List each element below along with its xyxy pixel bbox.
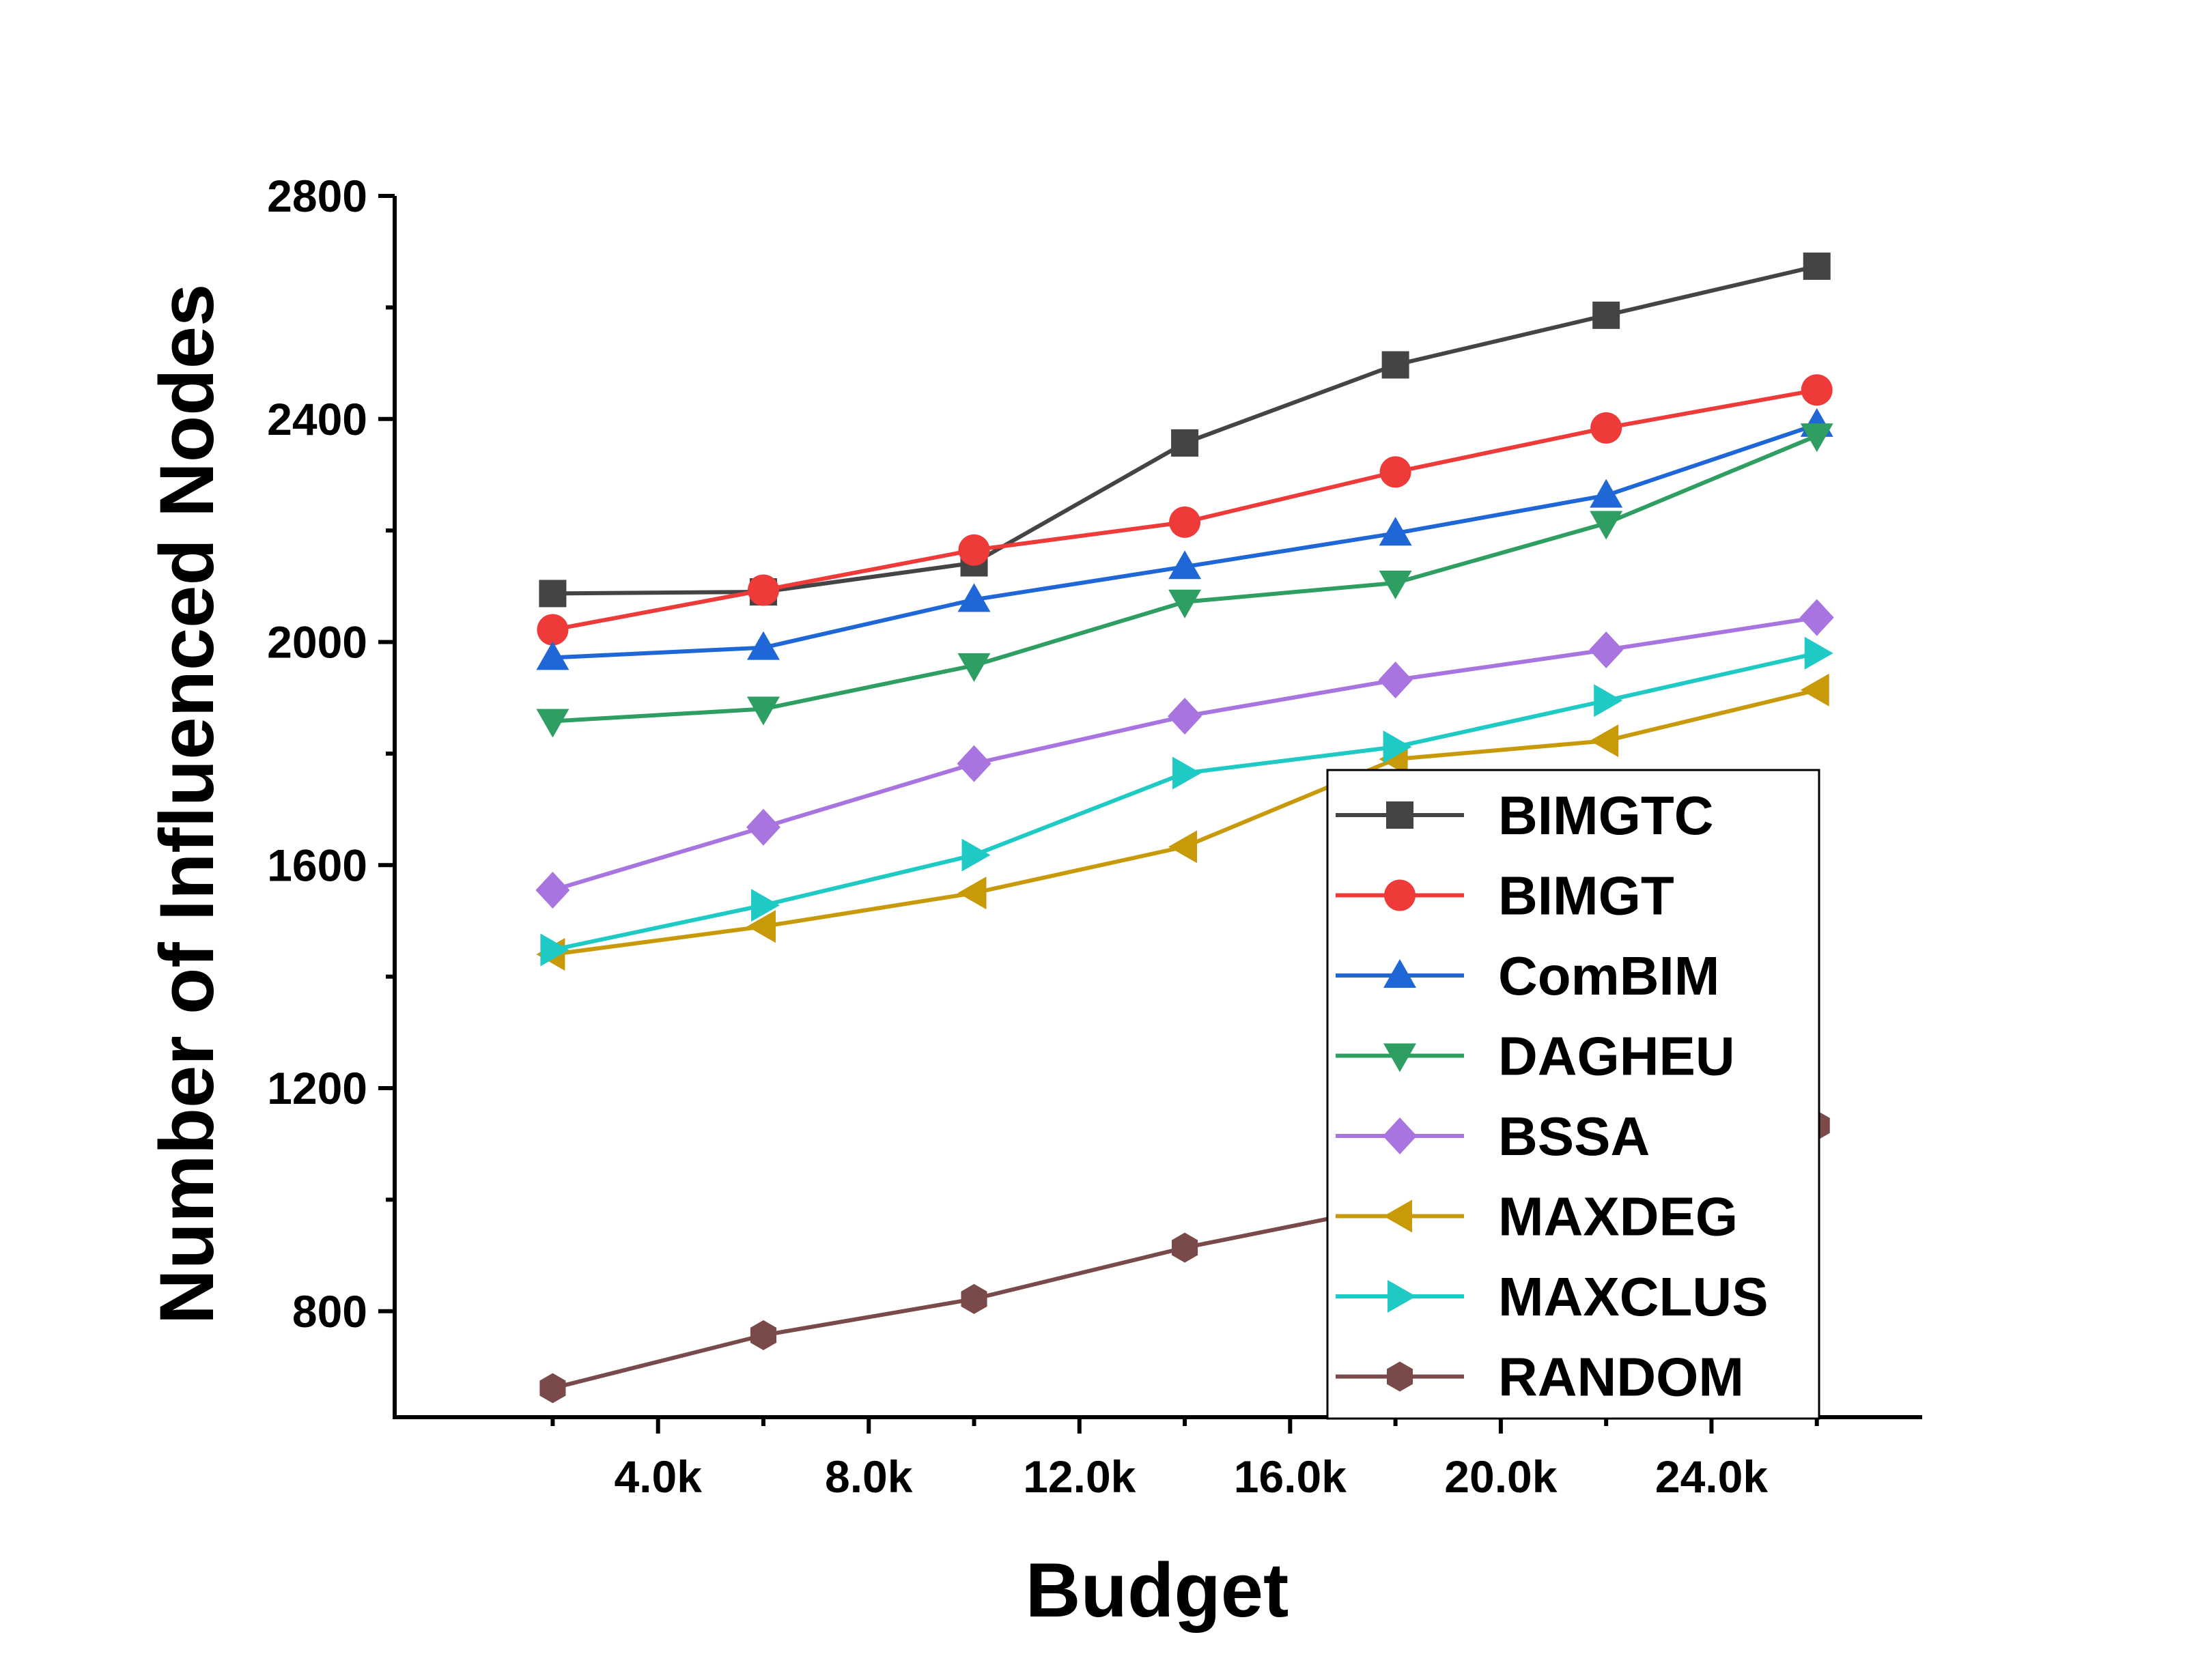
data-point-combim-22000 xyxy=(1590,479,1623,508)
y-tick-label-1200: 1200 xyxy=(267,1063,367,1113)
x-tick-label-8000: 8.0k xyxy=(825,1451,913,1502)
legend-label-bssa: BSSA xyxy=(1498,1106,1650,1167)
data-point-random-10000 xyxy=(961,1283,987,1314)
data-point-bimgtc-18000 xyxy=(1381,351,1409,379)
data-point-maxdeg-10000 xyxy=(957,877,987,910)
data-point-maxdeg-26000 xyxy=(1800,673,1829,707)
legend-marker-bssa xyxy=(1383,1117,1417,1154)
data-point-dagheu-10000 xyxy=(957,653,991,682)
legend-item-bssa: BSSA xyxy=(1336,1106,1650,1167)
x-tick-label-12000: 12.0k xyxy=(1023,1451,1136,1502)
data-point-bssa-26000 xyxy=(1799,599,1834,636)
data-point-random-6000 xyxy=(750,1320,777,1350)
legend-label-bimgtc: BIMGTC xyxy=(1498,785,1714,846)
data-point-maxclus-14000 xyxy=(1172,756,1202,790)
series-dagheu xyxy=(536,423,1833,738)
data-point-random-14000 xyxy=(1172,1232,1198,1263)
series-maxclus xyxy=(540,636,1833,967)
x-axis-title: Budget xyxy=(1026,1548,1289,1633)
legend-item-dagheu: DAGHEU xyxy=(1336,1026,1735,1087)
data-point-bimgt-10000 xyxy=(958,534,990,566)
data-point-maxdeg-22000 xyxy=(1590,724,1619,758)
legend-marker-maxdeg xyxy=(1383,1199,1412,1233)
data-point-combim-10000 xyxy=(957,583,991,612)
data-point-maxdeg-14000 xyxy=(1168,830,1198,864)
data-point-maxclus-26000 xyxy=(1804,636,1833,670)
data-point-bimgt-26000 xyxy=(1801,374,1833,406)
data-point-dagheu-6000 xyxy=(746,696,780,726)
data-point-combim-18000 xyxy=(1379,517,1412,546)
data-point-bssa-6000 xyxy=(746,808,780,846)
legend-item-random: RANDOM xyxy=(1336,1347,1744,1408)
legend-label-maxdeg: MAXDEG xyxy=(1498,1186,1738,1247)
data-point-bimgtc-26000 xyxy=(1803,252,1831,280)
data-point-bimgtc-14000 xyxy=(1171,429,1199,457)
x-tick-label-20000: 20.0k xyxy=(1444,1451,1557,1502)
data-point-maxclus-22000 xyxy=(1594,684,1623,717)
series-layer xyxy=(535,252,1834,1404)
legend-marker-combim xyxy=(1383,959,1416,988)
y-tick-label-2000: 2000 xyxy=(267,617,367,668)
series-bimgt xyxy=(537,374,1833,646)
data-point-dagheu-22000 xyxy=(1590,511,1623,540)
data-point-bimgt-22000 xyxy=(1590,412,1622,444)
series-bssa xyxy=(535,599,1834,909)
y-axis-title: Number of Influenced Nodes xyxy=(144,284,229,1325)
data-point-dagheu-18000 xyxy=(1379,570,1412,599)
data-point-bimgt-14000 xyxy=(1169,506,1201,538)
data-point-maxclus-2000 xyxy=(540,933,569,967)
data-point-bimgtc-2000 xyxy=(539,580,567,608)
x-tick-label-16000: 16.0k xyxy=(1234,1451,1347,1502)
legend-label-dagheu: DAGHEU xyxy=(1498,1026,1735,1087)
y-tick-label-2800: 2800 xyxy=(267,171,367,221)
legend-item-maxdeg: MAXDEG xyxy=(1336,1186,1738,1247)
legend-marker-dagheu xyxy=(1383,1043,1416,1072)
series-maxdeg xyxy=(536,673,1829,971)
legend-label-maxclus: MAXCLUS xyxy=(1498,1266,1769,1327)
legend-item-combim: ComBIM xyxy=(1336,945,1719,1006)
legend-item-bimgtc: BIMGTC xyxy=(1336,785,1714,846)
data-point-bimgt-18000 xyxy=(1379,456,1411,488)
legend: BIMGTC BIMGT ComBIM DAGHEU BSSA MAXDEG MAXCLUS… xyxy=(1326,769,1820,1420)
y-tick-label-1600: 1600 xyxy=(267,840,367,890)
data-point-dagheu-2000 xyxy=(536,709,569,738)
legend-marker-random xyxy=(1386,1361,1413,1392)
data-point-bssa-10000 xyxy=(957,745,991,782)
data-point-bimgtc-22000 xyxy=(1592,301,1620,329)
axes: 800 1200 1600 2000 2400 2800 4.0k 8.0k 12.0k 16.0… xyxy=(144,171,1922,1633)
data-point-dagheu-26000 xyxy=(1800,423,1833,453)
legend-marker-bimgt xyxy=(1384,879,1416,911)
data-point-maxclus-10000 xyxy=(961,838,991,872)
legend-item-bimgt: BIMGT xyxy=(1336,866,1674,926)
legend-box xyxy=(1326,769,1820,1420)
series-line-combim xyxy=(552,423,1818,660)
data-point-bssa-14000 xyxy=(1168,698,1202,735)
data-point-maxclus-18000 xyxy=(1383,730,1412,764)
data-point-bssa-18000 xyxy=(1378,661,1413,699)
data-point-combim-2000 xyxy=(536,641,569,670)
series-combim xyxy=(536,408,1833,670)
data-point-bssa-2000 xyxy=(535,872,570,909)
data-point-dagheu-14000 xyxy=(1168,589,1202,618)
x-tick-label-24000: 24.0k xyxy=(1655,1451,1768,1502)
legend-marker-bimgtc xyxy=(1386,801,1413,829)
y-tick-label-2400: 2400 xyxy=(267,394,367,444)
data-point-bimgt-2000 xyxy=(537,614,569,646)
legend-label-bimgt: BIMGT xyxy=(1498,866,1674,926)
data-point-maxclus-6000 xyxy=(750,889,780,922)
legend-item-maxclus: MAXCLUS xyxy=(1336,1266,1769,1327)
x-tick-label-4000: 4.0k xyxy=(614,1451,702,1502)
data-point-combim-6000 xyxy=(746,631,780,660)
data-point-bimgt-6000 xyxy=(747,574,779,606)
y-tick-label-800: 800 xyxy=(292,1286,367,1337)
legend-label-random: RANDOM xyxy=(1498,1347,1744,1408)
data-point-random-2000 xyxy=(539,1373,566,1404)
legend-label-combim: ComBIM xyxy=(1498,945,1719,1006)
data-point-maxdeg-6000 xyxy=(746,910,776,943)
data-point-combim-14000 xyxy=(1168,550,1202,580)
legend-marker-maxclus xyxy=(1388,1280,1416,1313)
data-point-bssa-22000 xyxy=(1589,631,1624,668)
